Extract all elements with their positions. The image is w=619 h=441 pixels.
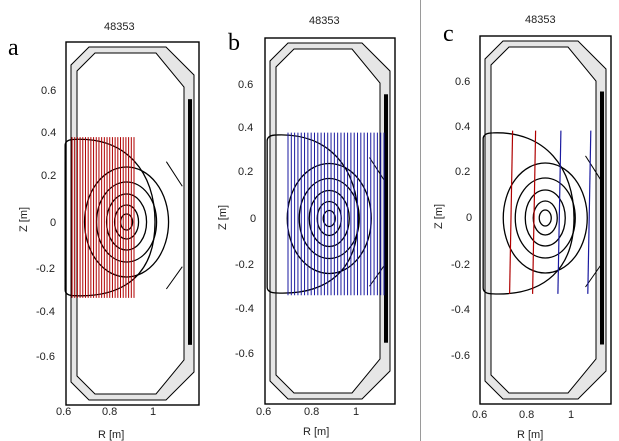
y-tick-a-4: -0.2	[36, 263, 55, 275]
x-tick-c-1: 0.8	[519, 409, 534, 421]
x-tick-c-0: 0.6	[472, 409, 487, 421]
flux-surface-0-2	[502, 162, 588, 274]
shot-number-c: 48353	[525, 14, 556, 26]
x-axis-label-a: R [m]	[98, 429, 124, 441]
chord-c-3	[587, 130, 592, 294]
x-axis-label-c: R [m]	[517, 429, 543, 441]
panel-letter-c: c	[443, 21, 454, 47]
y-tick-c-5: -0.4	[451, 304, 470, 316]
flux-surface-1-1	[298, 177, 360, 260]
y-tick-a-3: 0	[50, 217, 56, 229]
flux-surface-1-2	[514, 177, 576, 259]
x-tick-c-2: 1	[568, 409, 574, 421]
y-tick-b-0: 0.6	[238, 79, 253, 91]
y-tick-a-5: -0.4	[36, 306, 55, 318]
x-tick-a-0: 0.6	[56, 406, 71, 418]
outboard-limiter-0	[188, 99, 192, 345]
y-tick-c-0: 0.6	[455, 76, 470, 88]
coil-mark-upper-0	[165, 161, 183, 187]
y-tick-b-5: -0.4	[235, 303, 254, 315]
y-tick-labels-b: 0.6 0.4 0.2 0 -0.2 -0.4 -0.6	[235, 79, 256, 360]
y-tick-a-2: 0.2	[41, 170, 56, 182]
y-tick-c-4: -0.2	[451, 259, 470, 271]
panel-b: b 48353 0.6 0.4 0.2 0 -0.2 -0.4 -0.6 Z […	[217, 15, 396, 438]
y-axis-label-a: Z [m]	[18, 207, 30, 232]
y-tick-a-0: 0.6	[41, 85, 56, 97]
y-axis-label-c: Z [m]	[433, 204, 445, 229]
y-tick-b-3: 0	[250, 213, 256, 225]
flux-surface-lcfs-0	[64, 138, 156, 297]
coil-mark-upper-2	[585, 155, 603, 182]
y-tick-a-6: -0.6	[36, 351, 55, 363]
y-tick-b-1: 0.4	[238, 122, 253, 134]
shot-number-a: 48353	[104, 21, 135, 33]
flux-surface-2-2	[524, 189, 566, 247]
x-tick-a-2: 1	[150, 406, 156, 418]
first-wall-2	[490, 46, 597, 394]
coil-mark-lower-0	[165, 266, 183, 290]
x-tick-a-1: 0.8	[102, 406, 117, 418]
y-tick-c-2: 0.2	[455, 166, 470, 178]
panel-separator	[420, 0, 421, 441]
x-tick-b-0: 0.6	[256, 406, 271, 418]
x-tick-b-2: 1	[353, 406, 359, 418]
flux-surface-3-0	[113, 204, 140, 240]
chord-c-1	[532, 130, 537, 294]
panel-letter-b: b	[228, 30, 240, 56]
y-axis-label-b: Z [m]	[217, 205, 229, 230]
y-tick-b-4: -0.2	[235, 259, 254, 271]
x-axis-label-b: R [m]	[303, 426, 329, 438]
x-tick-labels-b: 0.6 0.8 1	[256, 406, 359, 418]
outboard-limiter-2	[600, 91, 604, 345]
panel-letter-a: a	[8, 35, 19, 61]
y-tick-labels-c: 0.6 0.4 0.2 0 -0.2 -0.4 -0.6	[451, 76, 472, 362]
outboard-limiter-1	[384, 94, 388, 343]
y-tick-b-2: 0.2	[238, 166, 253, 178]
shot-number-b: 48353	[309, 15, 340, 27]
y-tick-c-1: 0.4	[455, 121, 470, 133]
flux-surface-4-2	[538, 209, 552, 227]
chord-c-2	[557, 130, 562, 294]
chord-c-0	[509, 130, 514, 294]
flux-surface-3-2	[532, 200, 558, 236]
flux-surface-2-1	[308, 189, 350, 248]
x-tick-labels-c: 0.6 0.8 1	[472, 409, 574, 421]
x-tick-b-1: 0.8	[304, 406, 319, 418]
y-tick-b-6: -0.6	[235, 348, 254, 360]
y-tick-c-6: -0.6	[451, 350, 470, 362]
y-tick-a-1: 0.4	[41, 127, 56, 139]
x-tick-labels-a: 0.6 0.8 1	[56, 406, 156, 418]
flux-surface-4-1	[322, 209, 336, 228]
y-tick-c-3: 0	[466, 212, 472, 224]
flux-surface-0-0	[83, 166, 170, 278]
y-tick-labels-a: 0.6 0.4 0.2 0 -0.2 -0.4 -0.6	[36, 85, 56, 363]
panel-a: a 48353 0.6 0.4 0.2 0 -0.2 -0.4 -0.6 Z […	[8, 21, 200, 441]
flux-surface-lcfs-2	[482, 132, 575, 295]
panel-c: c 48353 0.6 0.4 0.2 0 -0.2 -0.4 -0.6 Z […	[433, 14, 612, 441]
